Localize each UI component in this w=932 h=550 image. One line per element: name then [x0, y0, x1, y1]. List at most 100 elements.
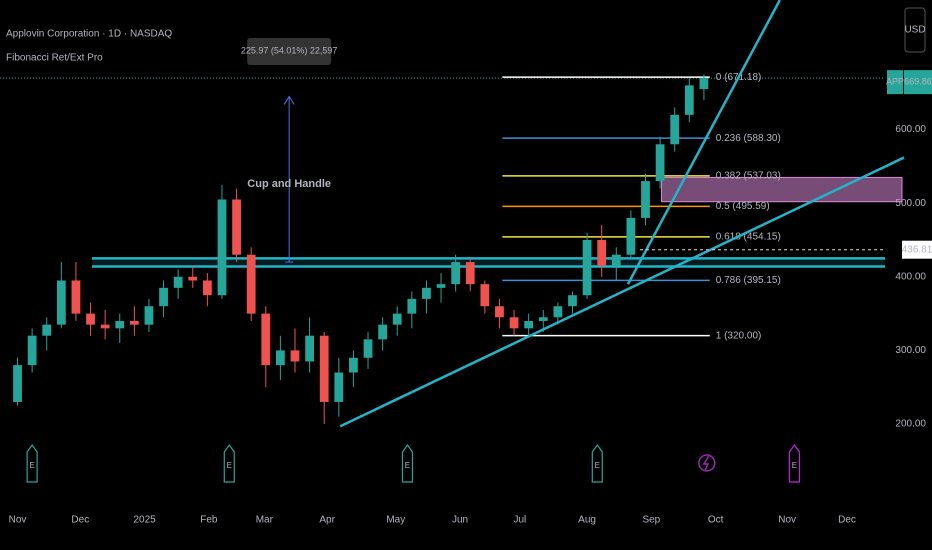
- candle-body: [699, 78, 709, 90]
- symbol-tag: [887, 70, 903, 95]
- candle-body: [71, 280, 81, 314]
- y-tick-label: 200.00: [895, 419, 926, 430]
- arrow-head: [283, 95, 295, 105]
- earnings-icon: [401, 443, 414, 483]
- x-tick-label: Mar: [256, 515, 274, 526]
- candle-body: [100, 324, 110, 329]
- candle-body: [42, 324, 52, 336]
- candle-body: [246, 254, 256, 314]
- candle-body: [436, 284, 446, 288]
- y-tick-label: 600.00: [895, 124, 926, 135]
- candle-body: [363, 339, 373, 358]
- candle-body: [611, 254, 621, 266]
- fib-label: 0.236 (588.30): [716, 133, 781, 144]
- fib-label: 0.786 (395.15): [716, 275, 781, 286]
- candle-body: [319, 335, 329, 402]
- crosshair-tag: [902, 240, 932, 259]
- symbol-label: APP: [886, 77, 904, 87]
- fib-label: 0.5 (495.59): [716, 201, 770, 212]
- annotation-text: Cup and Handle: [247, 178, 331, 190]
- earnings-label: E: [227, 461, 232, 470]
- candle-body: [232, 199, 241, 255]
- x-tick-label: Apr: [319, 515, 335, 526]
- earnings-icon: [26, 443, 38, 483]
- candle-body: [27, 335, 37, 366]
- crosshair-label: 436.81: [902, 244, 932, 255]
- x-tick-label: Aug: [578, 515, 596, 526]
- candle-body: [524, 320, 534, 329]
- x-tick-label: May: [386, 515, 405, 526]
- candle-body: [188, 276, 198, 281]
- trendline: [339, 156, 905, 428]
- x-tick-label: Dec: [71, 515, 89, 526]
- trendline: [626, 0, 781, 285]
- last-price-label: 669.86: [904, 77, 932, 87]
- candle-body: [670, 114, 680, 145]
- x-tick-label: Feb: [200, 515, 218, 526]
- support-band: [92, 258, 886, 267]
- fib-label: 1 (320.00): [716, 330, 762, 341]
- candle-body: [261, 313, 271, 366]
- fib-label: 0.618 (454.15): [716, 232, 781, 243]
- dividend-bolt: [702, 455, 710, 472]
- candle-body: [641, 181, 650, 218]
- candle-body: [159, 287, 168, 307]
- candle-body: [684, 85, 694, 115]
- candle-body: [276, 350, 285, 366]
- candle-body: [129, 320, 139, 325]
- candle-body: [495, 306, 504, 318]
- candle-body: [144, 306, 154, 325]
- candle-body: [56, 280, 66, 325]
- candle-body: [553, 306, 563, 318]
- x-tick-label: Jun: [452, 515, 468, 526]
- candle-body: [407, 298, 417, 314]
- candle-body: [582, 239, 592, 296]
- candle-body: [13, 365, 22, 402]
- candle-body: [349, 357, 358, 373]
- x-tick-label: Nov: [9, 515, 27, 526]
- symbol-title: Applovin Corporation · 1D · NASDAQ: [6, 29, 172, 40]
- candle-body: [392, 313, 402, 325]
- x-tick-label: Jul: [514, 515, 527, 526]
- earnings-icon: [591, 443, 603, 483]
- candle-body: [626, 217, 636, 255]
- y-tick-label: 300.00: [895, 345, 926, 356]
- x-tick-label: Oct: [708, 515, 724, 526]
- candle-body: [202, 280, 212, 296]
- candle-body: [655, 144, 665, 182]
- candle-body: [451, 262, 461, 285]
- earnings-icon: [788, 443, 801, 483]
- earnings-label: E: [29, 461, 34, 470]
- candle-body: [568, 295, 577, 307]
- candle-body: [480, 284, 490, 307]
- earnings-label: E: [792, 461, 797, 470]
- y-tick-label: 500.00: [895, 198, 926, 209]
- candle-body: [173, 276, 183, 288]
- candle-body: [115, 320, 125, 329]
- candle-body: [334, 372, 344, 402]
- candle-body: [597, 239, 607, 266]
- candle-body: [422, 287, 431, 299]
- x-tick-label: 2025: [133, 515, 156, 526]
- x-tick-label: Nov: [778, 515, 796, 526]
- fib-label: 0.382 (537.03): [716, 171, 781, 182]
- earnings-label: E: [595, 461, 600, 470]
- last-price-tag: [904, 70, 932, 95]
- currency-label[interactable]: USD: [904, 25, 925, 36]
- candle-body: [290, 350, 300, 362]
- candle-body: [305, 335, 314, 362]
- indicator-title: Fibonacci Ret/Ext Pro: [6, 53, 103, 64]
- candle-body: [509, 317, 519, 329]
- measure-box: [247, 38, 332, 65]
- dividend-icon: [698, 454, 716, 472]
- earnings-label: E: [405, 461, 410, 470]
- currency-button[interactable]: [904, 7, 926, 53]
- candle-body: [217, 199, 227, 296]
- y-tick-label: 400.00: [895, 271, 926, 282]
- x-tick-label: Dec: [838, 515, 856, 526]
- candle-body: [378, 324, 388, 340]
- zone: [661, 176, 903, 203]
- measure-text: 225.97 (54.01%) 22,597: [241, 45, 338, 55]
